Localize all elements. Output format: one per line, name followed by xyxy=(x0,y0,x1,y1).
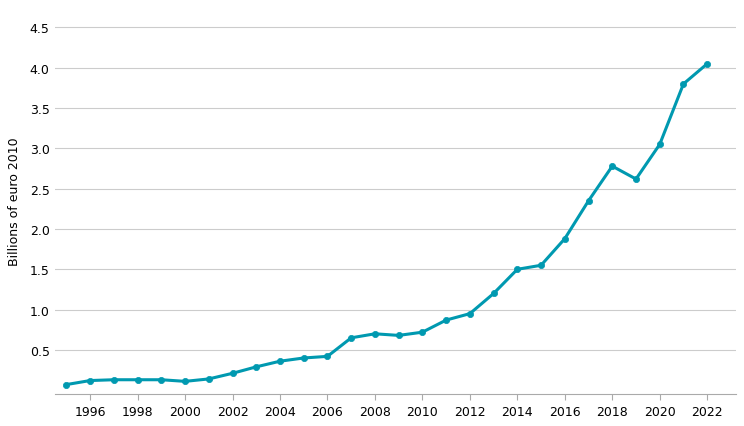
Y-axis label: Billions of euro 2010: Billions of euro 2010 xyxy=(8,137,22,265)
